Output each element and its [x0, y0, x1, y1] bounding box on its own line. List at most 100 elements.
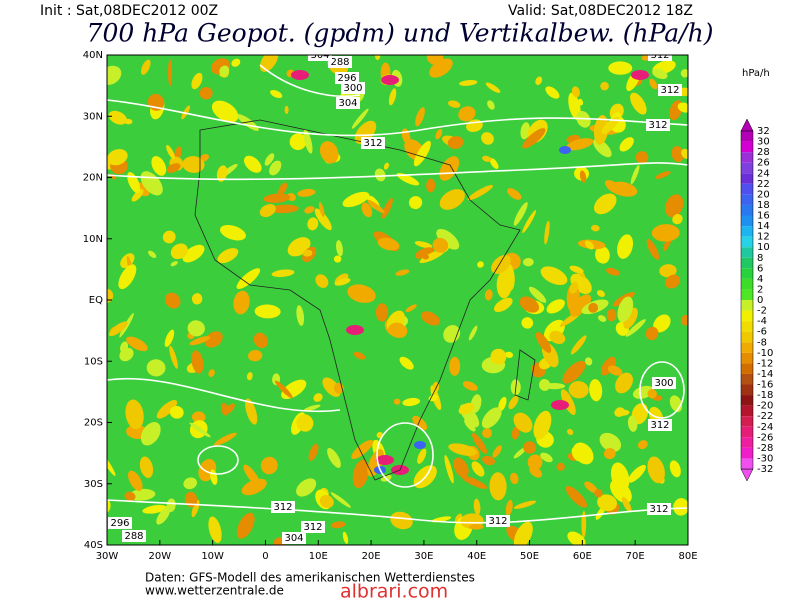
field-blob — [236, 512, 255, 539]
contour-label-box — [648, 55, 672, 61]
field-blob — [333, 255, 342, 263]
field-blob — [473, 498, 481, 516]
field-blob — [528, 286, 547, 303]
field-blob — [142, 504, 167, 514]
field-blob — [617, 296, 634, 323]
colorbar-segment — [741, 226, 753, 237]
field-blob — [108, 110, 127, 125]
colorbar-segment — [741, 183, 753, 195]
field-blob — [448, 443, 478, 456]
field-blob — [291, 70, 309, 80]
field-blob — [487, 100, 495, 110]
field-blob — [610, 181, 638, 197]
colorbar-label: 28 — [757, 147, 770, 158]
field-blob — [342, 531, 349, 544]
field-blob — [156, 506, 171, 525]
field-blob — [414, 441, 426, 449]
field-blob — [396, 173, 420, 186]
field-blob — [170, 243, 188, 260]
field-blob — [597, 494, 618, 512]
field-blob — [420, 311, 441, 326]
colorbar-label: -6 — [757, 327, 767, 338]
field-blob — [204, 331, 223, 348]
field-blob — [393, 398, 401, 405]
field-blob — [269, 204, 299, 214]
field-blob — [139, 456, 154, 478]
field-blob — [588, 302, 599, 313]
field-blob — [183, 477, 197, 490]
field-blob — [422, 254, 429, 260]
field-blob — [567, 531, 586, 545]
colorbar-label: -2 — [757, 306, 767, 317]
field-blob — [181, 105, 191, 120]
field-blob — [448, 100, 461, 108]
contour-line — [107, 99, 688, 137]
field-blob — [593, 115, 609, 145]
field-blob — [169, 345, 178, 369]
contour-line — [376, 422, 434, 488]
field-blob — [659, 264, 677, 278]
field-blob — [428, 394, 438, 402]
field-blob — [533, 410, 552, 440]
field-blob — [413, 140, 431, 167]
watermark: albrari.com — [340, 581, 448, 600]
field-blob — [672, 213, 683, 225]
title: 700 hPa Geopot. (gpdm) und Vertikalbew. … — [87, 19, 714, 48]
field-blob — [148, 250, 157, 258]
field-blob — [119, 347, 134, 362]
field-blob — [260, 456, 278, 475]
colorbar-label: 20 — [757, 189, 770, 200]
field-blob — [621, 496, 632, 513]
field-blob — [231, 58, 241, 67]
field-blob — [447, 136, 464, 149]
field-blob — [489, 472, 507, 501]
colorbar-segment — [741, 416, 753, 427]
field-blob — [107, 65, 122, 85]
colorbar-segment — [741, 405, 753, 417]
colorbar-label: -14 — [757, 369, 773, 380]
colorbar-label: 30 — [757, 137, 770, 148]
field-blob — [233, 290, 250, 315]
field-blob — [253, 332, 268, 349]
field-blob — [208, 369, 215, 377]
field-blob — [318, 202, 325, 217]
contour-label-box — [486, 515, 510, 527]
field-blob — [599, 432, 622, 452]
contour-label-box — [648, 419, 672, 431]
contour-label: 312 — [650, 50, 669, 61]
field-blob — [665, 194, 684, 218]
field-blob — [412, 415, 428, 431]
field-blob — [347, 284, 376, 303]
field-blob — [124, 491, 136, 501]
field-blob — [654, 171, 671, 180]
field-blob — [607, 365, 623, 376]
field-blob — [245, 398, 258, 425]
field-blob — [199, 86, 213, 100]
field-blob — [334, 278, 351, 286]
field-blob — [593, 193, 617, 215]
field-blob — [296, 478, 317, 497]
field-blob — [606, 309, 617, 322]
field-blob — [220, 224, 246, 241]
colorbar-segment — [741, 352, 753, 364]
field-blob — [354, 120, 377, 144]
colorbar-segment — [741, 131, 753, 142]
contour-label-box — [646, 119, 670, 131]
contour-label: 312 — [363, 138, 382, 149]
field-blob — [507, 188, 522, 200]
colorbar-segment — [741, 310, 753, 322]
colorbar-segment — [741, 300, 753, 311]
field-blob — [214, 432, 237, 446]
field-blob — [529, 466, 543, 478]
contour-label: 312 — [648, 120, 667, 131]
field-blob — [187, 320, 205, 337]
lon-label: 30E — [414, 551, 433, 562]
colorbar-segment — [741, 458, 753, 469]
field-blob — [482, 428, 493, 439]
field-blob — [615, 372, 633, 394]
contours — [107, 64, 688, 524]
colorbar-label: -30 — [757, 453, 773, 464]
field-blob — [313, 393, 323, 402]
field-blob — [458, 106, 476, 122]
field-blob — [140, 59, 151, 75]
